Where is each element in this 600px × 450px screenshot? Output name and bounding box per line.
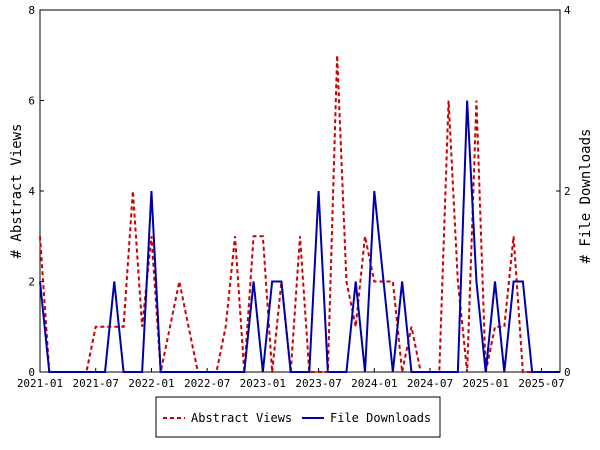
y-tick-label: 2 [28,276,35,289]
y-tick-label: 8 [28,4,35,17]
legend: Abstract Views File Downloads [155,396,441,438]
legend-label-abstract-views: Abstract Views [191,411,292,425]
x-tick-label: 2025-07 [518,377,564,390]
y2-tick-label: 2 [564,185,571,198]
y2-axis-title: # File Downloads [578,129,594,264]
y2-tick-label: 0 [564,366,571,379]
y2-tick-label: 4 [564,4,571,17]
tick-layer: 0 2 4 6 8 0 2 4 2021-01 2021-07 2022-01 2022-07 2023… [17,4,571,390]
x-tick-label: 2023-01 [240,377,286,390]
x-tick-label: 2024-07 [407,377,453,390]
y-axis-title: # Abstract Views [9,124,25,259]
legend-frame [155,396,441,438]
x-tick-label: 2023-07 [295,377,341,390]
y-tick-label: 0 [28,366,35,379]
x-tick-label: 2022-01 [128,377,174,390]
y-tick-label: 4 [28,185,35,198]
x-tick-label: 2021-07 [73,377,119,390]
y-tick-label: 6 [28,95,35,108]
x-tick-label: 2024-01 [351,377,397,390]
series-layer [39,55,561,373]
legend-label-file-downloads: File Downloads [330,411,431,425]
x-tick-label: 2021-01 [17,377,63,390]
x-tick-label: 2025-01 [463,377,509,390]
x-tick-label: 2022-07 [184,377,230,390]
